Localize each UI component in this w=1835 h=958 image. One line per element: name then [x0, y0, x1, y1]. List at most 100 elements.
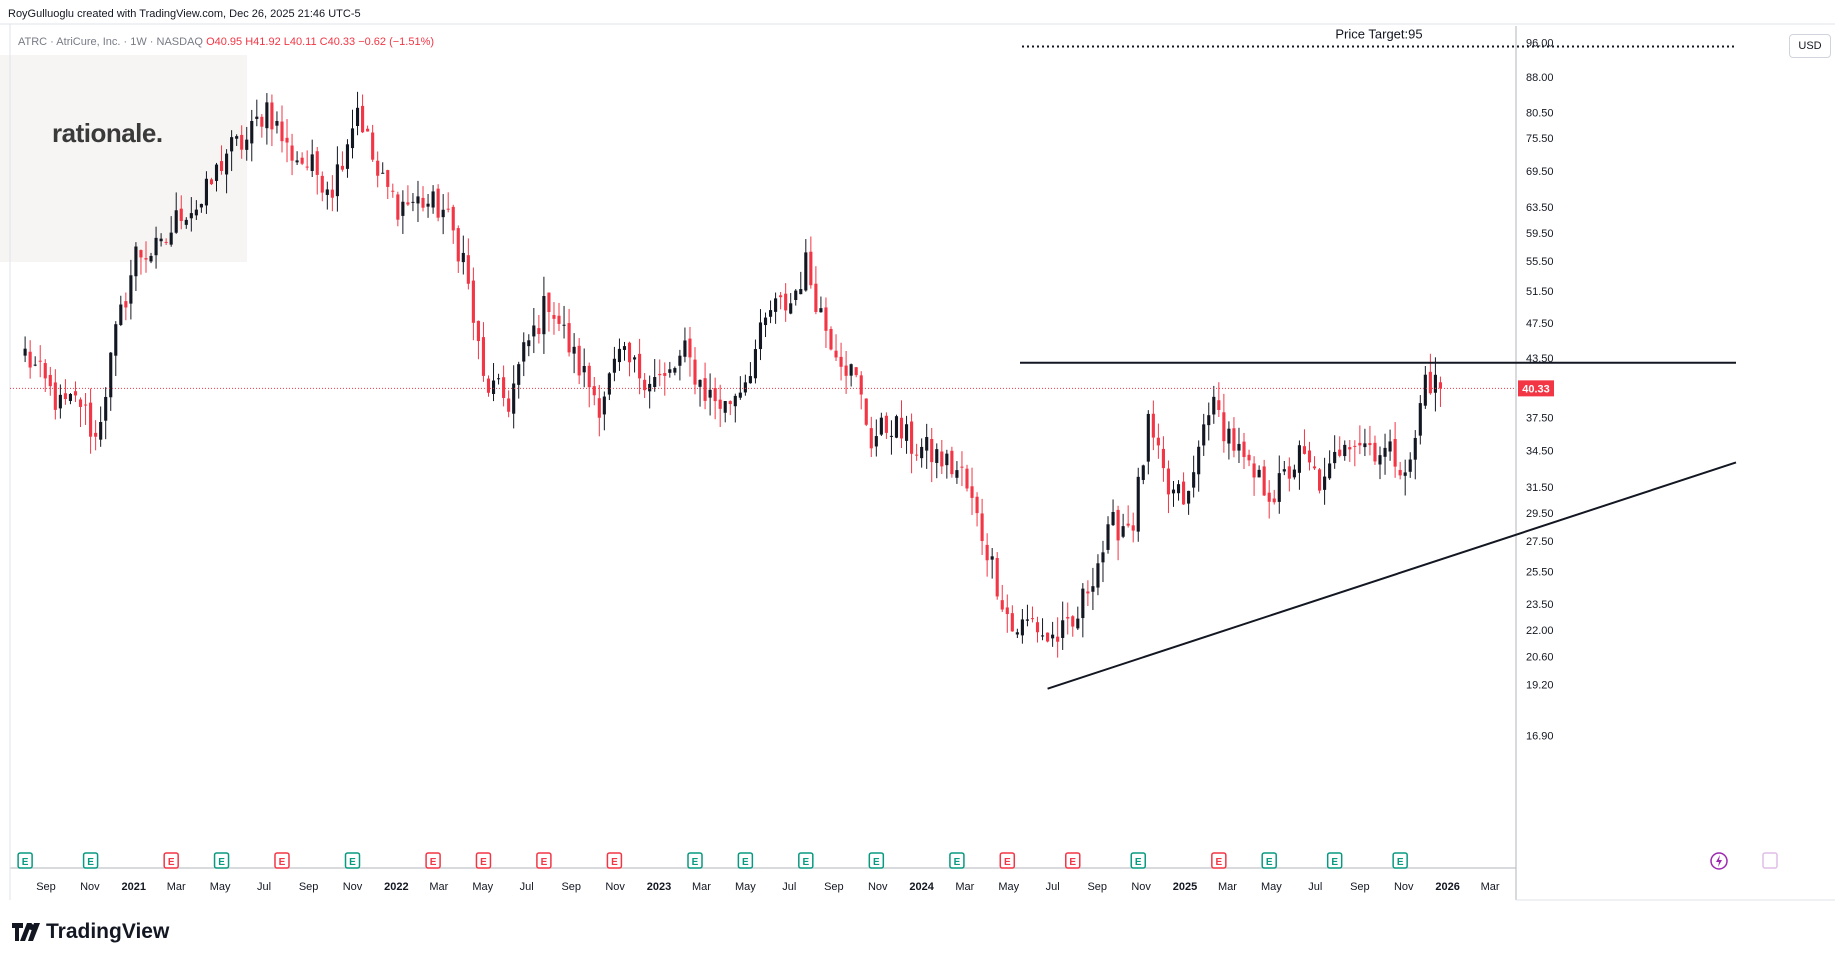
candle-body[interactable]: [366, 128, 370, 132]
candle-body[interactable]: [476, 320, 480, 342]
candle-body[interactable]: [1348, 447, 1352, 450]
candle-body[interactable]: [104, 396, 108, 421]
candle-body[interactable]: [839, 356, 843, 367]
candle-body[interactable]: [1151, 413, 1155, 438]
candle-body[interactable]: [204, 178, 208, 206]
candle-body[interactable]: [169, 232, 173, 245]
candle-body[interactable]: [23, 348, 27, 356]
candle-body[interactable]: [1081, 588, 1085, 619]
candle-body[interactable]: [789, 303, 793, 314]
candle-body[interactable]: [1408, 459, 1412, 472]
candle-body[interactable]: [270, 102, 274, 130]
candle-body[interactable]: [673, 368, 677, 373]
candle-body[interactable]: [854, 367, 858, 376]
candle-body[interactable]: [1010, 613, 1014, 632]
candle-body[interactable]: [159, 238, 163, 242]
candle-body[interactable]: [376, 160, 380, 176]
candle-body[interactable]: [743, 382, 747, 393]
candle-body[interactable]: [48, 374, 52, 387]
candle-body[interactable]: [486, 378, 491, 393]
earnings-marker[interactable]: [999, 852, 1016, 869]
candle-body[interactable]: [834, 350, 838, 358]
candle-body[interactable]: [355, 107, 360, 126]
candle-body[interactable]: [219, 161, 224, 171]
candle-body[interactable]: [975, 496, 979, 514]
candle-body[interactable]: [935, 449, 939, 463]
earnings-marker[interactable]: [868, 852, 885, 869]
candle-body[interactable]: [144, 258, 148, 260]
candle-body[interactable]: [990, 556, 994, 560]
candle-body[interactable]: [809, 251, 813, 286]
candle-body[interactable]: [668, 369, 672, 373]
candle-body[interactable]: [774, 298, 778, 312]
candle-body[interactable]: [89, 402, 93, 437]
candle-body[interactable]: [698, 379, 702, 387]
candle-body[interactable]: [925, 437, 929, 451]
candle-body[interactable]: [1176, 484, 1181, 494]
candle-body[interactable]: [814, 283, 818, 312]
earnings-marker[interactable]: [798, 852, 814, 869]
candle-body[interactable]: [643, 379, 647, 391]
candle-body[interactable]: [1071, 616, 1075, 627]
candle-body[interactable]: [597, 398, 601, 418]
candle-body[interactable]: [965, 468, 969, 489]
candle-body[interactable]: [245, 139, 249, 150]
candle-body[interactable]: [950, 450, 954, 475]
candle-body[interactable]: [1146, 413, 1150, 462]
candle-body[interactable]: [411, 201, 415, 203]
candle-body[interactable]: [1343, 444, 1347, 457]
candle-body[interactable]: [663, 373, 667, 376]
candle-body[interactable]: [622, 346, 627, 350]
candle-body[interactable]: [612, 358, 616, 373]
earnings-marker[interactable]: [1326, 852, 1343, 869]
candle-body[interactable]: [461, 252, 465, 263]
candle-body[interactable]: [310, 154, 314, 172]
candle-body[interactable]: [1403, 472, 1407, 476]
earnings-marker[interactable]: [82, 852, 99, 869]
candle-body[interactable]: [1000, 600, 1004, 610]
candle-body[interactable]: [763, 317, 768, 326]
candle-body[interactable]: [552, 315, 556, 319]
candle-body[interactable]: [1318, 469, 1322, 491]
candle-body[interactable]: [214, 164, 219, 181]
candle-body[interactable]: [1141, 465, 1145, 480]
candle-body[interactable]: [678, 355, 682, 366]
earnings-marker[interactable]: [1211, 852, 1227, 869]
candle-body[interactable]: [804, 252, 808, 291]
earnings-marker[interactable]: [213, 852, 230, 869]
candle-body[interactable]: [1046, 632, 1050, 642]
candle-body[interactable]: [1166, 468, 1171, 495]
candle-body[interactable]: [235, 136, 239, 139]
candle-body[interactable]: [1207, 415, 1211, 426]
candle-body[interactable]: [255, 116, 259, 119]
candle-body[interactable]: [784, 293, 788, 311]
candle-body[interactable]: [189, 213, 193, 219]
candle-body[interactable]: [381, 172, 385, 174]
candle-body[interactable]: [869, 428, 873, 449]
candle-body[interactable]: [265, 102, 269, 129]
candle-body[interactable]: [1302, 446, 1307, 454]
candle-body[interactable]: [517, 364, 521, 385]
candle-body[interactable]: [1333, 451, 1337, 464]
candle-body[interactable]: [799, 289, 803, 295]
candle-body[interactable]: [1378, 455, 1382, 465]
candle-body[interactable]: [1438, 382, 1443, 389]
candle-body[interactable]: [1025, 619, 1029, 621]
earnings-marker[interactable]: [425, 852, 441, 869]
candle-body[interactable]: [970, 486, 974, 498]
candle-body[interactable]: [779, 295, 783, 298]
candle-body[interactable]: [1056, 636, 1060, 642]
candle-body[interactable]: [199, 203, 203, 208]
candle-body[interactable]: [718, 399, 722, 409]
candle-body[interactable]: [28, 351, 32, 368]
candle-body[interactable]: [1307, 450, 1312, 463]
candle-body[interactable]: [1418, 403, 1422, 436]
candle-body[interactable]: [1222, 412, 1226, 442]
earnings-marker[interactable]: [475, 852, 492, 869]
candle-body[interactable]: [436, 188, 440, 218]
candle-body[interactable]: [1428, 371, 1432, 394]
candle-body[interactable]: [230, 137, 234, 152]
candle-body[interactable]: [1252, 463, 1256, 478]
candle-body[interactable]: [78, 399, 83, 407]
candle-body[interactable]: [330, 189, 334, 198]
